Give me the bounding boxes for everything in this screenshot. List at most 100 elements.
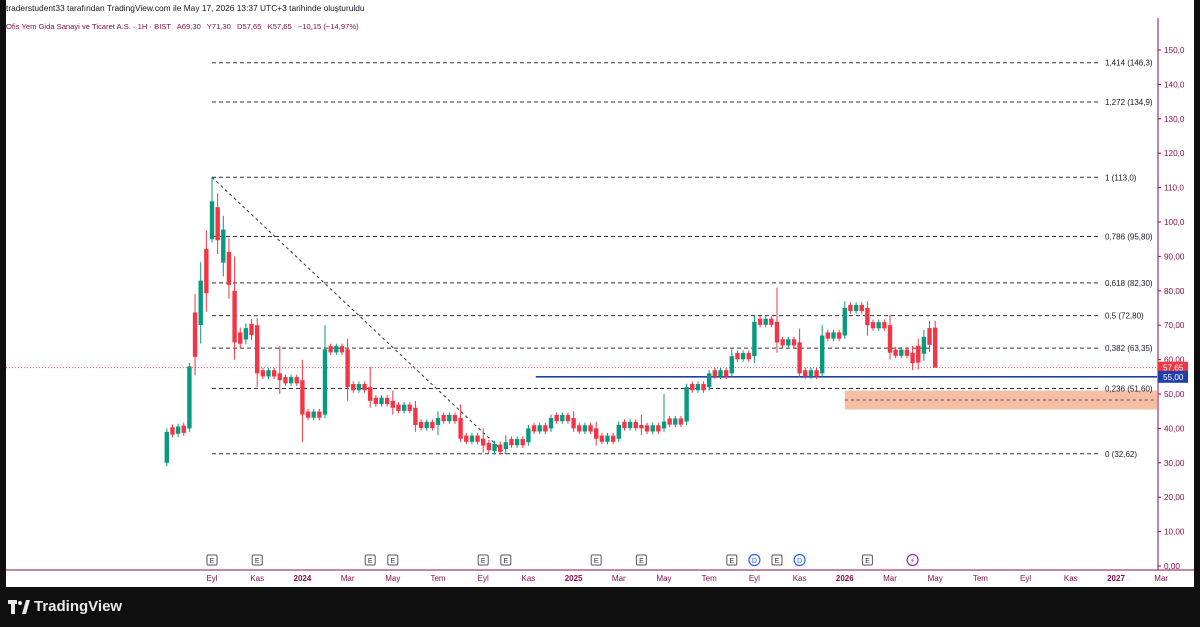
- candle: [836, 329, 842, 342]
- candle: [627, 419, 633, 431]
- candle: [910, 345, 915, 370]
- time-tick-label: 2026: [836, 574, 854, 583]
- fib-level-label: 0,786 (95,80): [1105, 232, 1153, 241]
- candle: [458, 404, 463, 443]
- candle: [554, 412, 559, 424]
- candle-body: [430, 421, 435, 429]
- candle: [238, 327, 243, 349]
- candle-body: [842, 308, 847, 336]
- candle: [322, 325, 328, 419]
- candle-body: [424, 421, 429, 429]
- candle-body: [684, 387, 689, 422]
- candle: [560, 412, 565, 424]
- candle-body: [447, 414, 452, 422]
- candle-body: [497, 444, 503, 452]
- candle-body: [639, 424, 644, 429]
- candle-body: [503, 442, 508, 450]
- time-tick-label: May: [928, 574, 943, 583]
- fib-level-label: 1 (113,0): [1105, 173, 1137, 182]
- candle-body: [492, 443, 497, 451]
- candle-body: [870, 322, 876, 329]
- candle-body: [475, 435, 480, 442]
- candle-body: [514, 439, 520, 446]
- fib-level-label: 0,236 (51,60): [1105, 384, 1153, 393]
- candle: [571, 411, 576, 432]
- fib-level-label: 0,5 (72,80): [1105, 312, 1144, 321]
- legend-low: D57,65: [237, 22, 262, 31]
- candle-body: [803, 370, 808, 377]
- dividend-icon: [748, 553, 761, 567]
- candle-body: [791, 339, 797, 346]
- time-tick-label: Mar: [612, 574, 626, 583]
- earnings-icon: [206, 554, 218, 566]
- candle-body: [328, 346, 333, 353]
- candle-body: [588, 425, 593, 432]
- candle: [718, 367, 723, 380]
- candle: [882, 319, 887, 331]
- event-marker: E: [500, 554, 512, 566]
- candle: [497, 441, 503, 455]
- fib-level-label: 1,272 (134,9): [1105, 98, 1153, 107]
- time-tick-label: Kas: [250, 574, 264, 583]
- candle-body: [577, 425, 582, 432]
- candle-body: [757, 318, 763, 325]
- candle-body: [594, 428, 599, 439]
- candle: [384, 395, 390, 407]
- candle-body: [876, 322, 881, 329]
- candle: [351, 381, 356, 393]
- fib-level-label: 1,414 (146,3): [1105, 59, 1153, 68]
- candle-body: [441, 414, 446, 422]
- candle-body: [616, 424, 621, 439]
- candle-body: [740, 353, 746, 360]
- candle-body: [882, 322, 887, 329]
- time-tick-label: Mar: [883, 574, 897, 583]
- candle: [232, 256, 237, 360]
- earnings-icon: [477, 554, 489, 566]
- candle: [486, 439, 492, 454]
- candle-body: [215, 207, 220, 241]
- candle-body: [656, 425, 661, 432]
- legend-close: K57,65: [267, 22, 292, 31]
- event-marker: E: [861, 554, 873, 566]
- candle-body: [786, 339, 791, 346]
- event-marker: E: [771, 554, 783, 566]
- time-tick-label: 2025: [565, 574, 583, 583]
- candle: [842, 301, 847, 339]
- candle: [514, 436, 520, 448]
- candle-body: [910, 352, 915, 364]
- candle: [531, 422, 537, 435]
- candle-body: [531, 425, 537, 432]
- candle: [594, 421, 599, 446]
- candle-body: [667, 418, 672, 425]
- candle-body: [701, 384, 706, 391]
- candle: [848, 302, 853, 314]
- event-marker: E: [477, 554, 489, 566]
- candle: [933, 320, 938, 368]
- split-icon: [906, 553, 919, 567]
- candle-body: [192, 312, 198, 357]
- candle-body: [356, 384, 362, 391]
- event-label: E: [594, 558, 599, 565]
- candle: [526, 424, 531, 446]
- support-tag-label: 55,00: [1163, 373, 1184, 382]
- candle-body: [345, 349, 350, 388]
- candle: [215, 193, 220, 254]
- event-label: ⚡: [910, 557, 915, 565]
- candle-body: [780, 339, 785, 346]
- candle-body: [509, 439, 514, 446]
- candle-body: [266, 370, 271, 377]
- tradingview-brand[interactable]: TradingView: [8, 598, 122, 615]
- price-axis: 0,00 10,00 20,00 30,00 40,00 50,00 60,00 70,00 8…: [1157, 18, 1185, 571]
- event-label: E: [503, 558, 508, 565]
- event-label: E: [255, 558, 260, 565]
- candle-body: [373, 397, 379, 404]
- candle: [616, 421, 621, 443]
- candle: [684, 383, 689, 425]
- candle: [255, 318, 260, 388]
- candle-body: [899, 349, 904, 356]
- candle-body: [458, 418, 463, 439]
- earnings-icon: [387, 554, 399, 566]
- candle: [763, 316, 768, 328]
- candle: [492, 440, 497, 454]
